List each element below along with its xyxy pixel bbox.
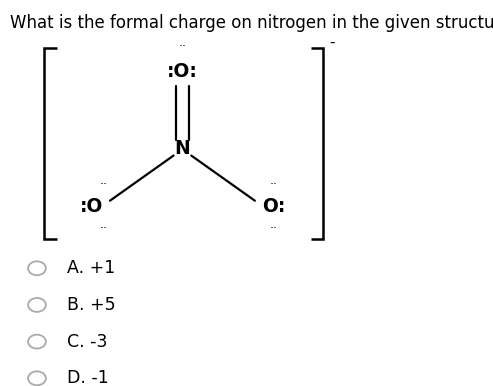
Text: C. -3: C. -3 <box>67 333 107 350</box>
Text: D. -1: D. -1 <box>67 369 108 386</box>
Text: :O: :O <box>79 197 103 216</box>
Text: N: N <box>175 139 190 158</box>
Text: What is the formal charge on nitrogen in the given structure?: What is the formal charge on nitrogen in… <box>10 14 493 32</box>
Text: ··: ·· <box>100 178 107 191</box>
Text: ··: ·· <box>270 222 278 235</box>
Text: O:: O: <box>262 197 285 216</box>
Text: ··: ·· <box>100 222 107 235</box>
Text: ··: ·· <box>178 40 186 53</box>
Text: A. +1: A. +1 <box>67 259 115 277</box>
Text: B. +5: B. +5 <box>67 296 115 314</box>
Text: -: - <box>329 35 335 50</box>
Text: ··: ·· <box>270 178 278 191</box>
Text: :O:: :O: <box>167 62 198 81</box>
